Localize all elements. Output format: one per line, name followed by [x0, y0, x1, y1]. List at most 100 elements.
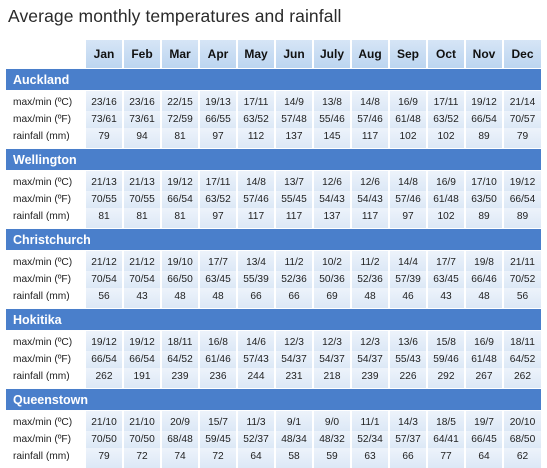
- table-cell: 16/9: [426, 171, 464, 191]
- table-cell: 74: [160, 448, 198, 468]
- table-cell: 48/34: [274, 431, 312, 448]
- table-row: rainfall (mm) 81 81 81 97 117 117 137 117 97 102 89…: [6, 208, 541, 228]
- table-cell: 50/36: [312, 271, 350, 288]
- table-cell: 62: [502, 448, 541, 468]
- table-cell: 70/57: [502, 111, 541, 128]
- table-cell: 117: [274, 208, 312, 228]
- table-cell: 14/8: [388, 171, 426, 191]
- table-cell: 48/32: [312, 431, 350, 448]
- table-cell: 262: [84, 368, 122, 388]
- table-cell: 14/8: [236, 171, 274, 191]
- table-cell: 57/46: [236, 191, 274, 208]
- table-cell: 17/11: [426, 91, 464, 111]
- table-cell: 59: [312, 448, 350, 468]
- table-cell: 54/37: [274, 351, 312, 368]
- table-cell: 117: [350, 128, 388, 148]
- city-name: Christchurch: [6, 228, 541, 251]
- month-header: Aug: [350, 40, 388, 68]
- month-header-row: Jan Feb Mar Apr May Jun July Aug Sep Oct Nov Dec: [6, 40, 541, 68]
- row-label: max/min (ºF): [6, 351, 84, 368]
- table-cell: 191: [122, 368, 160, 388]
- table-row: max/min (ºC) 19/12 19/12 18/11 16/8 14/6 12/3 1…: [6, 331, 541, 351]
- table-cell: 70/52: [502, 271, 541, 288]
- table-cell: 145: [312, 128, 350, 148]
- table-cell: 56: [84, 288, 122, 308]
- table-row: max/min (ºF) 66/54 66/54 64/52 61/46 57/43 54/…: [6, 351, 541, 368]
- table-cell: 70/54: [122, 271, 160, 288]
- table-cell: 63/45: [198, 271, 236, 288]
- table-row: max/min (ºF) 73/61 73/61 72/59 66/55 63/52 57/…: [6, 111, 541, 128]
- table-cell: 61/46: [198, 351, 236, 368]
- table-cell: 66/46: [464, 271, 502, 288]
- table-cell: 21/10: [84, 411, 122, 431]
- table-cell: 54/43: [312, 191, 350, 208]
- city-header-row: Wellington: [6, 148, 541, 171]
- table-cell: 21/12: [84, 251, 122, 271]
- climate-table: Jan Feb Mar Apr May Jun July Aug Sep Oct Nov Dec Au…: [6, 40, 541, 468]
- table-cell: 10/2: [312, 251, 350, 271]
- table-cell: 56: [502, 288, 541, 308]
- row-label: max/min (ºC): [6, 251, 84, 271]
- table-cell: 11/3: [236, 411, 274, 431]
- table-cell: 11/1: [350, 411, 388, 431]
- row-label: rainfall (mm): [6, 208, 84, 228]
- table-cell: 22/15: [160, 91, 198, 111]
- city-name: Auckland: [6, 68, 541, 91]
- table-row: rainfall (mm) 79 72 74 72 64 58 59 63 66 77 64 62: [6, 448, 541, 468]
- table-cell: 64/52: [160, 351, 198, 368]
- table-cell: 117: [236, 208, 274, 228]
- table-cell: 61/48: [426, 191, 464, 208]
- row-label: max/min (ºC): [6, 411, 84, 431]
- table-cell: 64: [236, 448, 274, 468]
- table-cell: 12/3: [350, 331, 388, 351]
- table-row: max/min (ºC) 21/10 21/10 20/9 15/7 11/3 9/1 9/0…: [6, 411, 541, 431]
- table-cell: 66/54: [464, 111, 502, 128]
- table-cell: 17/10: [464, 171, 502, 191]
- table-cell: 21/13: [122, 171, 160, 191]
- table-cell: 64/41: [426, 431, 464, 448]
- table-cell: 15/8: [426, 331, 464, 351]
- table-cell: 57/39: [388, 271, 426, 288]
- table-row: max/min (ºC) 23/16 23/16 22/15 19/13 17/11 14/…: [6, 91, 541, 111]
- table-cell: 239: [350, 368, 388, 388]
- month-header: Feb: [122, 40, 160, 68]
- table-cell: 59/45: [198, 431, 236, 448]
- table-cell: 77: [426, 448, 464, 468]
- table-cell: 54/37: [350, 351, 388, 368]
- month-header: Jun: [274, 40, 312, 68]
- row-label: rainfall (mm): [6, 368, 84, 388]
- table-cell: 11/2: [350, 251, 388, 271]
- table-cell: 102: [426, 208, 464, 228]
- table-cell: 17/11: [236, 91, 274, 111]
- table-cell: 55/45: [274, 191, 312, 208]
- table-cell: 57/37: [388, 431, 426, 448]
- table-cell: 226: [388, 368, 426, 388]
- row-label: max/min (ºF): [6, 431, 84, 448]
- table-cell: 14/6: [236, 331, 274, 351]
- table-cell: 102: [426, 128, 464, 148]
- table-cell: 70/55: [84, 191, 122, 208]
- table-cell: 17/11: [198, 171, 236, 191]
- table-cell: 16/9: [464, 331, 502, 351]
- table-cell: 9/0: [312, 411, 350, 431]
- table-cell: 57/43: [236, 351, 274, 368]
- table-cell: 73/61: [122, 111, 160, 128]
- table-cell: 66/55: [198, 111, 236, 128]
- row-label: max/min (ºC): [6, 331, 84, 351]
- row-label: max/min (ºC): [6, 171, 84, 191]
- row-label: max/min (ºF): [6, 111, 84, 128]
- table-cell: 89: [464, 128, 502, 148]
- table-cell: 66/45: [464, 431, 502, 448]
- table-cell: 18/11: [160, 331, 198, 351]
- table-cell: 16/8: [198, 331, 236, 351]
- month-header: Nov: [464, 40, 502, 68]
- table-cell: 68/48: [160, 431, 198, 448]
- table-cell: 12/3: [274, 331, 312, 351]
- table-cell: 63: [350, 448, 388, 468]
- table-cell: 19/8: [464, 251, 502, 271]
- city-header-row: Auckland: [6, 68, 541, 91]
- table-cell: 12/3: [312, 331, 350, 351]
- table-cell: 137: [312, 208, 350, 228]
- table-cell: 48: [160, 288, 198, 308]
- table-cell: 54/43: [350, 191, 388, 208]
